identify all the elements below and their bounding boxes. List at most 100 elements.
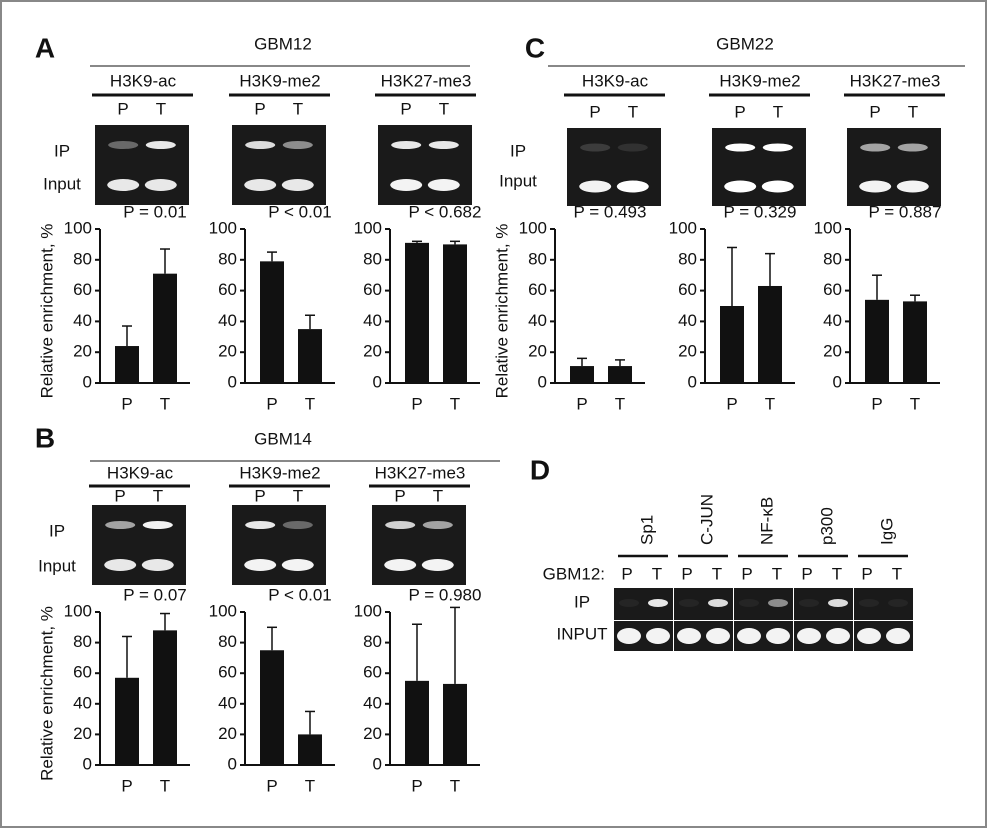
lane-label: P xyxy=(117,99,128,118)
gel-band xyxy=(422,521,453,529)
gel-band xyxy=(144,179,177,191)
gel-band xyxy=(244,559,277,571)
y-tick-label: 80 xyxy=(218,632,237,651)
lane-label: P xyxy=(254,486,265,505)
sample-label: GBM12: xyxy=(543,564,605,583)
gel-band xyxy=(108,141,139,149)
lane-label: P xyxy=(801,564,812,583)
antibody-label: H3K9-me2 xyxy=(239,71,320,90)
gel-band xyxy=(580,143,611,152)
y-tick-label: 100 xyxy=(354,601,382,620)
bar xyxy=(115,677,139,765)
x-tick-label: P xyxy=(266,776,277,795)
y-tick-label: 80 xyxy=(218,249,237,268)
antibody-label: H3K27-me3 xyxy=(850,71,941,90)
gel xyxy=(95,125,189,205)
y-tick-label: 60 xyxy=(528,280,547,299)
y-tick-label: 80 xyxy=(73,249,92,268)
bar xyxy=(443,244,467,383)
p-value: P = 0.493 xyxy=(574,202,647,221)
antibody-label: H3K9-ac xyxy=(582,71,649,90)
lane-label: T xyxy=(908,102,918,121)
y-tick-label: 60 xyxy=(363,280,382,299)
bar xyxy=(608,366,632,383)
y-tick-label: 100 xyxy=(64,601,92,620)
lane-label: P xyxy=(254,99,265,118)
y-tick-label: 100 xyxy=(519,218,547,237)
p-value: P < 0.682 xyxy=(409,202,482,221)
gel-band xyxy=(105,521,136,529)
gel-band xyxy=(677,628,701,644)
p-value: P = 0.07 xyxy=(123,585,187,604)
gel-band xyxy=(245,141,276,149)
y-tick-label: 100 xyxy=(209,218,237,237)
lane-label: P xyxy=(734,102,745,121)
y-tick-label: 100 xyxy=(814,218,842,237)
bar xyxy=(405,680,429,765)
bar xyxy=(758,285,782,383)
gel xyxy=(567,128,661,206)
gel-band xyxy=(244,179,277,191)
lane-label: T xyxy=(773,102,783,121)
gel-band xyxy=(826,628,850,644)
gel-band xyxy=(617,143,648,152)
y-tick-label: 80 xyxy=(363,249,382,268)
x-tick-label: P xyxy=(411,776,422,795)
y-axis-label: Relative enrichment, % xyxy=(37,606,56,781)
y-tick-label: 0 xyxy=(83,372,92,391)
row-label: Input xyxy=(38,556,76,575)
bar xyxy=(903,301,927,383)
gel-band xyxy=(141,559,174,571)
row-label: IP xyxy=(49,521,65,540)
lane-label: P xyxy=(400,99,411,118)
y-tick-label: 20 xyxy=(363,724,382,743)
p-value: P < 0.01 xyxy=(268,585,332,604)
panel-letter: B xyxy=(35,422,55,453)
panel-title: GBM22 xyxy=(716,34,774,53)
x-tick-label: P xyxy=(871,394,882,413)
y-tick-label: 60 xyxy=(678,280,697,299)
lane-label: T xyxy=(712,564,722,583)
antibody-label: H3K9-ac xyxy=(107,463,174,482)
factor-label: p300 xyxy=(817,507,836,545)
gel-band xyxy=(857,628,881,644)
gel xyxy=(232,505,326,585)
gel-band xyxy=(859,599,879,607)
gel-band xyxy=(384,559,417,571)
y-tick-label: 60 xyxy=(73,663,92,682)
antibody-label: H3K27-me3 xyxy=(375,463,466,482)
gel-band xyxy=(391,141,422,149)
x-tick-label: P xyxy=(121,776,132,795)
gel-band xyxy=(421,559,454,571)
y-tick-label: 40 xyxy=(218,311,237,330)
lane-label: T xyxy=(892,564,902,583)
panel-title: GBM12 xyxy=(254,34,312,53)
row-label: Input xyxy=(499,171,537,190)
bar xyxy=(153,630,177,765)
x-tick-label: T xyxy=(450,776,460,795)
gel-band xyxy=(859,180,892,193)
gel-band xyxy=(619,599,639,607)
lane-label: T xyxy=(156,99,166,118)
y-tick-label: 20 xyxy=(528,342,547,361)
x-tick-label: T xyxy=(160,394,170,413)
gel-band xyxy=(725,143,756,152)
y-tick-label: 20 xyxy=(218,724,237,743)
gel xyxy=(847,128,941,206)
lane-label: P xyxy=(869,102,880,121)
gel-band xyxy=(708,599,728,607)
gel-band xyxy=(797,628,821,644)
gel-band xyxy=(706,628,730,644)
gel-band xyxy=(888,599,908,607)
lane-label: T xyxy=(832,564,842,583)
gel-band xyxy=(646,628,670,644)
factor-label: IgG xyxy=(877,518,896,545)
lane-label: T xyxy=(439,99,449,118)
x-tick-label: P xyxy=(576,394,587,413)
lane-label: P xyxy=(589,102,600,121)
gel-band xyxy=(616,180,649,193)
gel-band xyxy=(648,599,668,607)
gel-band xyxy=(762,143,793,152)
y-tick-label: 80 xyxy=(73,632,92,651)
